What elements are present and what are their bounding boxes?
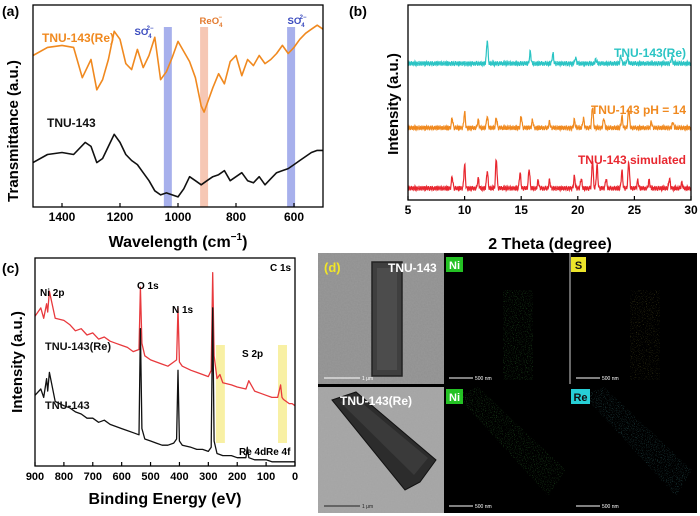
- map-tag-re-bottom-bg: [571, 389, 590, 404]
- panel-a-series-label-re: TNU-143(Re): [42, 31, 114, 45]
- panel-a-xtick-label-3: 800: [226, 210, 246, 224]
- scale-label-tem-bottom: 1 μm: [362, 504, 373, 510]
- scale-label-map3: 500 nm: [475, 504, 492, 510]
- panel-c-bands: [215, 345, 287, 443]
- panel-c-series-label-base: TNU-143: [45, 400, 90, 412]
- panel-c-lines: [34, 271, 296, 463]
- map-s-top: [630, 290, 660, 380]
- panel-a-series-0: [32, 24, 324, 113]
- panel-a-letter: (a): [2, 3, 19, 19]
- panel-b-xticks: 5 10 15 20 25 30: [405, 196, 698, 217]
- scale-label-map2: 500 nm: [602, 376, 619, 382]
- panel-c-xtick-label-6: 300: [199, 471, 217, 483]
- panel-b-series-label-sim: TNU-143 simulated: [578, 153, 686, 167]
- panel-a-band-2: [287, 27, 296, 207]
- scale-label-map4: 500 nm: [602, 504, 619, 510]
- map-tag-s-top-bg: [571, 257, 586, 272]
- panel-c-series-1: [34, 307, 295, 463]
- panel-b-series-label-ph: TNU-143 pH = 14: [591, 103, 686, 117]
- panel-a-lines: [32, 24, 324, 198]
- panel-a-band-label-so4-right: SO42−: [288, 15, 307, 29]
- panel-a-xtick-label-2: 1000: [165, 210, 192, 224]
- map-tag-ni-bottom: Ni: [449, 392, 460, 404]
- panel-c-xtick-label-5: 400: [170, 471, 188, 483]
- map-ni-top: [503, 290, 533, 380]
- panel-a-series-label-base: TNU-143: [47, 116, 96, 130]
- panel-c-series-0: [34, 271, 296, 407]
- panel-c-xtick-label-4: 500: [141, 471, 159, 483]
- map-tag-ni-top-bg: [446, 257, 463, 272]
- panel-a-band-0: [163, 27, 172, 207]
- panel-a-ylabel: Transmittance (a.u.): [5, 60, 22, 202]
- panel-c-peak-re4f: Re 4f: [266, 447, 291, 458]
- panel-a-bands: [163, 27, 296, 207]
- panel-c-ylabel: Intensity (a.u.): [9, 311, 26, 413]
- panel-a-xlabel: Wavelength (cm−1): [109, 232, 248, 251]
- panel-b-xtick-label-3: 20: [571, 203, 585, 217]
- map-tag-ni-top: Ni: [449, 260, 460, 272]
- panel-b-xtick-label-2: 15: [515, 203, 529, 217]
- panel-c-xtick-label-0: 900: [26, 471, 44, 483]
- scale-label-map1: 500 nm: [475, 376, 492, 382]
- map-tag-ni-bottom-bg: [446, 389, 463, 404]
- panel-b-xtick-label-5: 30: [684, 203, 698, 217]
- panel-a-series-1: [32, 133, 323, 198]
- panel-b-frame: [407, 4, 692, 201]
- panel-c-xtick-label-9: 0: [292, 471, 298, 483]
- panel-c-peak-c: C 1s: [270, 263, 292, 274]
- tem-crystal-bottom-core: [340, 398, 428, 475]
- panel-b-series-0: [407, 40, 692, 68]
- panel-d-sample-top: TNU-143: [388, 261, 437, 275]
- panel-d-sample-bottom: TNU-143(Re): [340, 394, 412, 408]
- panel-c-xtick-label-1: 800: [55, 471, 73, 483]
- panel-a-band-label-reo4: ReO4−: [200, 15, 224, 29]
- tem-crystal-top-core: [377, 268, 397, 370]
- panel-d: 1 μm 500 nm 500 nm 1 μm 500 nm 500 nm (d…: [318, 253, 697, 513]
- panel-c-letter: (c): [2, 260, 19, 276]
- panel-a-band-label-so4-left: SO42−: [135, 26, 154, 40]
- panel-c-band-0: [215, 345, 225, 443]
- panel-b-series-label-re: TNU-143(Re): [614, 46, 686, 60]
- panel-b-letter: (b): [349, 3, 367, 19]
- panel-c-xtick-label-2: 700: [84, 471, 102, 483]
- panel-b-lines: [407, 40, 692, 193]
- panel-b-series-2: [407, 158, 692, 193]
- panel-b-xtick-label-1: 10: [458, 203, 472, 217]
- panel-c-xtick-label-3: 600: [112, 471, 130, 483]
- panel-c-series-label-re: TNU-143(Re): [45, 341, 111, 353]
- map-tag-re-bottom: Re: [573, 392, 587, 404]
- panel-b-xtick-label-0: 5: [405, 203, 412, 217]
- panel-c-xticks: 900 800 700 600 500 400 300 200 100 0: [26, 462, 298, 483]
- panel-b-ylabel: Intensity (a.u.): [385, 53, 402, 155]
- panel-b-xtick-label-4: 25: [628, 203, 642, 217]
- panel-b-xlabel: 2 Theta (degree): [488, 236, 612, 253]
- panel-c-xlabel: Binding Energy (eV): [89, 491, 242, 508]
- map-tag-s-top: S: [575, 260, 582, 272]
- panel-b-series-1: [407, 107, 692, 133]
- panel-a-xticks: 1400 1200 1000 800 600: [49, 203, 304, 224]
- panel-c-peak-ni: Ni 2p: [40, 288, 64, 299]
- panel-c-peak-re4d: Re 4d: [239, 447, 266, 458]
- panel-c-xtick-label-7: 200: [228, 471, 246, 483]
- panel-b: (b) Intensity (a.u.) 5 10 15 20 25 30 TNU-143…: [349, 3, 698, 253]
- panel-c-peak-n: N 1s: [172, 305, 194, 316]
- panel-a-xtick-label-1: 1200: [107, 210, 134, 224]
- panel-d-letter: (d): [324, 260, 341, 275]
- panel-c: (c) Intensity (a.u.) 900 800 700 600 500 400 3…: [2, 257, 298, 508]
- panel-a-xtick-label-4: 600: [284, 210, 304, 224]
- panel-a-xtick-label-0: 1400: [49, 210, 76, 224]
- panel-a: (a) Transmittance (a.u.) 1400 1200 1000 800…: [2, 3, 324, 251]
- panel-c-xtick-label-8: 100: [257, 471, 275, 483]
- panel-c-frame: [34, 257, 296, 467]
- panel-c-peak-s: S 2p: [242, 349, 263, 360]
- panel-c-peak-o: O 1s: [137, 281, 159, 292]
- panel-a-band-1: [200, 27, 209, 207]
- panel-c-band-1: [278, 345, 287, 443]
- scale-label-tem-top: 1 μm: [362, 376, 373, 382]
